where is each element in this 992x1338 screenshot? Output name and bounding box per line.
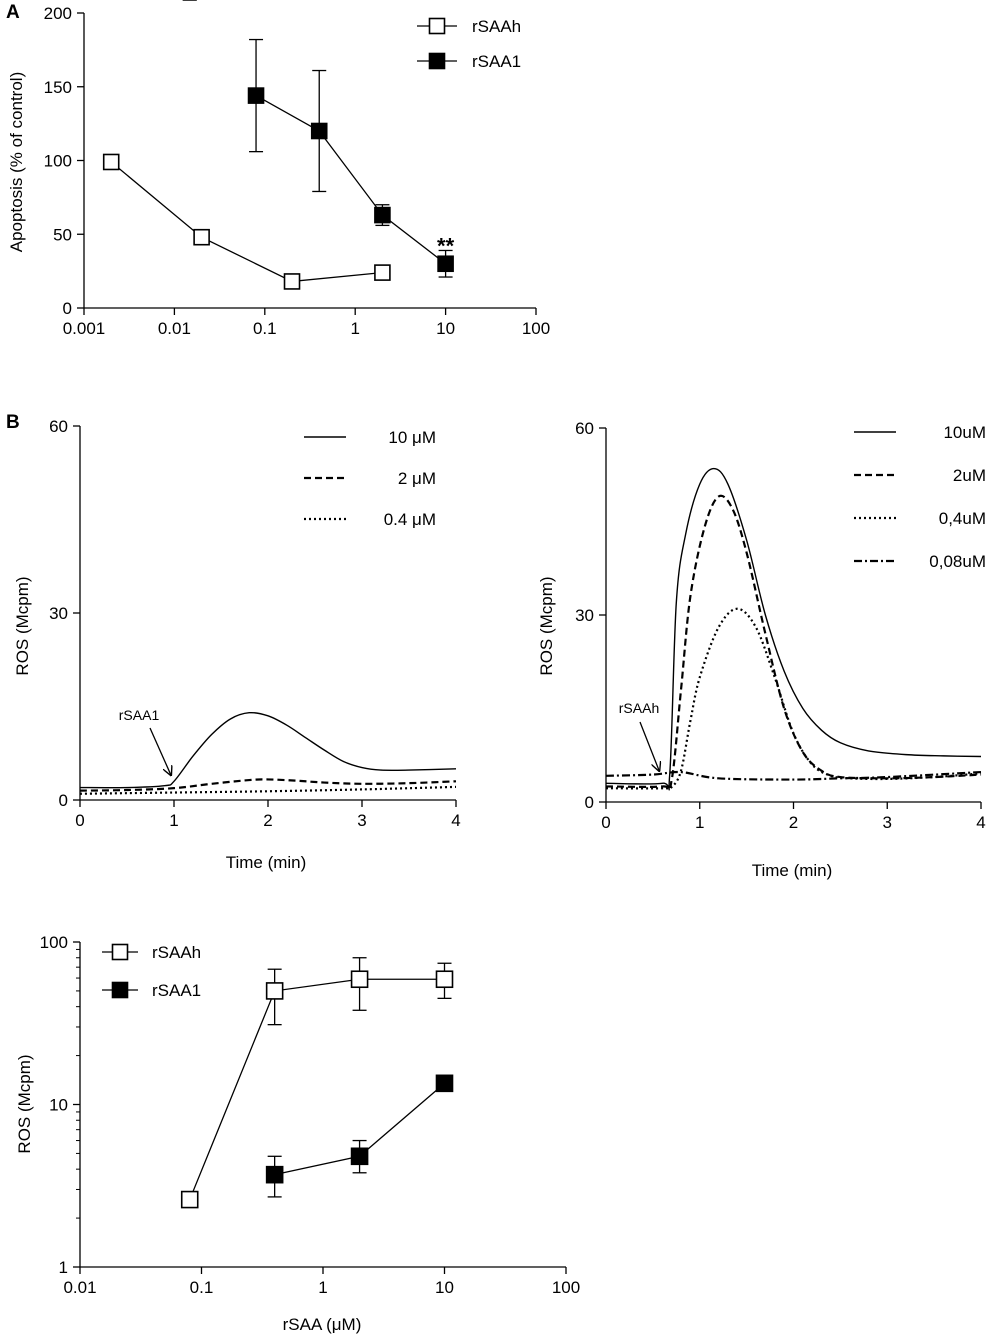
y-axis-title: ROS (Mcpm) [537, 576, 556, 675]
legend-marker [111, 943, 129, 961]
annotation-arrow [149, 727, 171, 775]
x-tick-label: 1 [350, 319, 359, 338]
x-tick-label: 4 [976, 813, 985, 832]
y-tick-label: 50 [53, 225, 72, 244]
legend-label: 2uM [953, 466, 986, 485]
y-axis-title: Apoptosis (% of control) [7, 72, 26, 252]
x-tick-label: 0.1 [190, 1278, 214, 1297]
legend-label: 2 μM [398, 469, 436, 488]
series-line-rSAA1 [255, 95, 446, 265]
legend-label: 10uM [943, 423, 986, 442]
x-tick-label: 3 [357, 811, 366, 830]
x-tick-label: 0.01 [158, 319, 191, 338]
y-tick-label: 0 [585, 793, 594, 812]
legend-label: rSAAh [472, 17, 521, 36]
x-axis-title: Time (min) [226, 853, 307, 872]
y-tick-label: 100 [44, 152, 72, 171]
annotation-label: rSAAh [619, 700, 659, 716]
data-point-rSAAh [374, 264, 391, 281]
series-line-10 μM [79, 711, 457, 789]
y-axis-title: ROS (Mcpm) [15, 1054, 34, 1153]
data-point-rSAAh [193, 228, 210, 246]
y-tick-label: 0 [63, 299, 72, 318]
x-tick-label: 2 [789, 813, 798, 832]
series-line-10uM [605, 467, 982, 791]
chart-ros-time-rsaah: ROS (Mcpm) Time (min) 0 1 2 3 4 0 30 60 10uM 2uM 0… [537, 419, 986, 880]
x-tick-label: 10 [436, 319, 455, 338]
y-tick-label: 30 [575, 606, 594, 625]
y-tick-label: 0 [59, 791, 68, 810]
x-tick-label: 0.01 [63, 1278, 96, 1297]
y-tick-label: 150 [44, 78, 72, 97]
x-tick-label: 1 [318, 1278, 327, 1297]
series-line-0,08uM [605, 770, 982, 781]
x-tick-label: 2 [263, 811, 272, 830]
legend-label: 10 μM [388, 428, 436, 447]
data-point-rSAAh [283, 273, 301, 290]
data-point-rSAA1 [435, 1074, 454, 1093]
chart-ros-dose: ROS (Mcpm) rSAA (μM) 0.01 0.1 1 10 100110100… [15, 0, 580, 1334]
data-point-rSAA1 [350, 1147, 369, 1166]
data-point-rSAAh [435, 970, 454, 989]
x-tick-label: 0 [601, 813, 610, 832]
x-axis-title: rSAA (μM) [283, 1315, 362, 1334]
x-tick-label: 1 [695, 813, 704, 832]
y-tick-label: 100 [40, 933, 68, 952]
data-point-rSAA1 [310, 122, 328, 140]
y-tick-label: 10 [49, 1096, 68, 1115]
x-tick-label: 1 [169, 811, 178, 830]
chart-apoptosis: Apoptosis (% of control) 0.001 0.01 0.1 1 10… [7, 4, 550, 338]
y-axis-title: ROS (Mcpm) [13, 576, 32, 675]
legend-label: 0,4uM [939, 509, 986, 528]
data-point-rSAA1 [247, 87, 265, 104]
data-point-rSAA1 [437, 255, 454, 273]
data-point-rSAAh [350, 970, 369, 989]
data-point-rSAAh [265, 982, 284, 1000]
x-tick-label: 4 [451, 811, 460, 830]
data-point-rSAA1 [374, 206, 391, 224]
x-tick-label: 0.1 [253, 319, 277, 338]
series-line-2uM [605, 494, 982, 791]
data-point-rSAAh [102, 153, 120, 171]
y-tick-label: 30 [49, 604, 68, 623]
x-tick-label: 3 [883, 813, 892, 832]
series-line-2 μM [79, 778, 457, 792]
y-tick-label: 200 [44, 4, 72, 23]
legend-label: rSAA1 [152, 981, 201, 1000]
x-tick-label: 100 [552, 1278, 580, 1297]
chart-ros-time-rsaa1: ROS (Mcpm) Time (min) 0 1 2 3 4 0 30 60 10 μM 2 μ… [13, 417, 461, 872]
legend-label: 0,08uM [929, 552, 986, 571]
y-tick-label: 60 [49, 417, 68, 436]
series-line-0,4uM [605, 607, 982, 790]
significance-annotation: ** [437, 234, 455, 259]
legend-label: rSAAh [152, 943, 201, 962]
panel-label-a: A [6, 2, 20, 23]
annotation-arrow [639, 721, 659, 771]
series-line-rSAAh [189, 978, 445, 1200]
legend-marker [428, 17, 446, 35]
legend-marker [111, 981, 129, 999]
legend-marker [428, 52, 446, 70]
x-axis-title: Time (min) [752, 861, 833, 880]
x-tick-label: 100 [522, 319, 550, 338]
series-line-rSAAh [110, 161, 383, 283]
y-tick-label: 60 [575, 419, 594, 438]
annotation-label: rSAA1 [119, 707, 160, 723]
panel-label-b: B [6, 412, 20, 433]
y-tick-label: 1 [59, 1258, 68, 1277]
x-tick-label: 0 [75, 811, 84, 830]
legend-label: 0.4 μM [384, 510, 436, 529]
legend-label: rSAA1 [472, 52, 521, 71]
x-tick-label: 0.001 [63, 319, 106, 338]
data-point-rSAA1 [265, 1165, 284, 1184]
data-point-rSAAh [180, 1190, 199, 1209]
x-tick-label: 10 [435, 1278, 454, 1297]
